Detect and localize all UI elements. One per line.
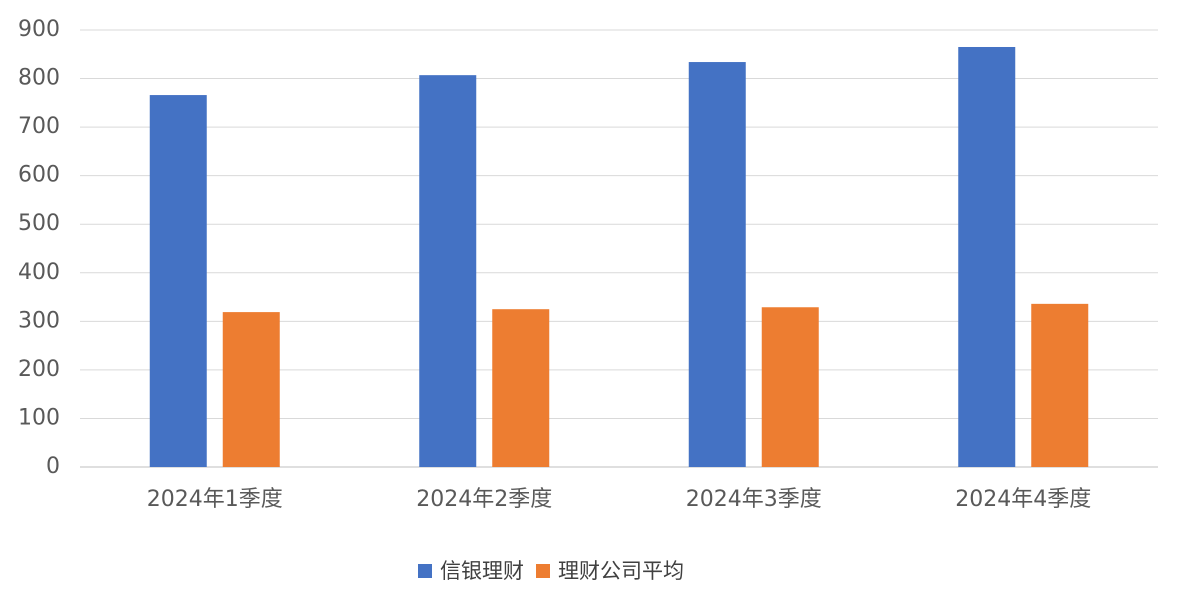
bar: [958, 46, 1016, 467]
y-tick-label: 700: [18, 114, 60, 139]
y-tick-label: 500: [18, 211, 60, 236]
y-tick-label: 900: [18, 17, 60, 42]
bar: [222, 312, 280, 467]
bar: [1031, 303, 1089, 467]
x-tick-label: 2024年3季度: [686, 487, 822, 512]
legend-label: 理财公司平均: [558, 559, 684, 583]
legend-label: 信银理财: [440, 559, 524, 583]
legend-swatch: [418, 564, 432, 578]
y-tick-label: 300: [18, 308, 60, 333]
y-tick-label: 100: [18, 405, 60, 430]
x-tick-label: 2024年2季度: [416, 487, 552, 512]
x-tick-label: 2024年1季度: [147, 487, 283, 512]
bar: [149, 95, 207, 467]
y-tick-label: 200: [18, 357, 60, 382]
x-tick-label: 2024年4季度: [955, 487, 1091, 512]
y-tick-label: 400: [18, 260, 60, 285]
bar: [688, 62, 746, 468]
bar: [419, 75, 477, 467]
bar: [492, 309, 550, 467]
y-tick-label: 0: [46, 454, 60, 479]
bar: [761, 307, 819, 467]
y-tick-label: 600: [18, 163, 60, 188]
y-tick-label: 800: [18, 66, 60, 91]
legend-swatch: [536, 564, 550, 578]
